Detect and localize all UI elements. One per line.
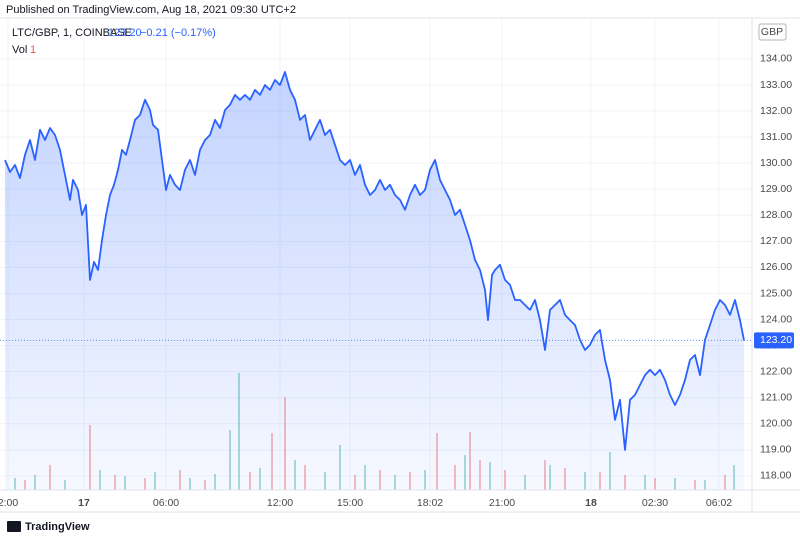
last-price-tag xyxy=(754,332,794,349)
x-tick-label: 06:02 xyxy=(706,497,732,509)
x-tick-label: 18 xyxy=(585,497,597,509)
x-tick-label: 15:00 xyxy=(337,497,363,509)
y-tick-label: 130.00 xyxy=(760,157,792,169)
y-tick-label: 131.00 xyxy=(760,131,792,143)
x-tick-label: 2:00 xyxy=(0,497,18,509)
change: −0.21 (−0.17%) xyxy=(140,27,216,39)
y-tick-label: 121.00 xyxy=(760,392,792,404)
y-tick-label: 118.00 xyxy=(760,470,791,482)
y-tick-label: 125.00 xyxy=(760,287,792,299)
symbol: LTC/GBP, 1, COINBASE xyxy=(12,27,132,39)
x-tick-label: 12:00 xyxy=(267,497,293,509)
y-tick-label: 122.00 xyxy=(760,365,792,377)
price-area xyxy=(5,72,744,490)
x-tick-label: 21:00 xyxy=(489,497,515,509)
currency[interactable]: GBP xyxy=(761,26,783,38)
volume-name: Vol xyxy=(12,44,27,56)
y-tick-label: 133.00 xyxy=(760,79,792,91)
y-tick-label: 128.00 xyxy=(760,209,792,221)
published-note: Published on TradingView.com, Aug 18, 20… xyxy=(6,4,296,16)
y-tick-label: 124.00 xyxy=(760,313,792,325)
last-price-label: 123.20 xyxy=(760,334,792,346)
x-tick-label: 06:00 xyxy=(153,497,179,509)
logo xyxy=(7,521,21,532)
y-tick-label: 134.00 xyxy=(760,53,792,65)
y-tick-label: 132.00 xyxy=(760,105,792,117)
y-tick-label: 119.00 xyxy=(760,444,791,456)
y-tick-label: 120.00 xyxy=(760,418,792,430)
y-tick-label: 129.00 xyxy=(760,183,792,195)
currency-box[interactable] xyxy=(758,23,787,41)
y-tick-label: 127.00 xyxy=(760,235,792,247)
price-line xyxy=(4,71,745,451)
brand: TradingView xyxy=(25,521,90,533)
y-tick-label: 126.00 xyxy=(760,261,792,273)
x-tick-label: 18:02 xyxy=(417,497,443,509)
x-tick-label: 17 xyxy=(78,497,90,509)
volume-value: 1 xyxy=(30,44,36,56)
x-tick-label: 02:30 xyxy=(642,497,668,509)
last-value: 123.20 xyxy=(108,27,142,39)
